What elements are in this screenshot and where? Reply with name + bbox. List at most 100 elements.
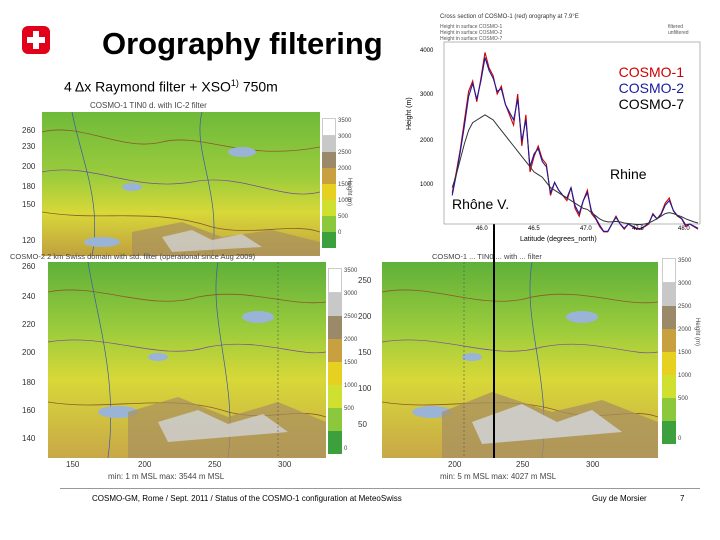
bottom-left-minmax: min: 1 m MSL max: 3544 m MSL <box>108 472 225 481</box>
legend-cosmo-1: COSMO-1 <box>618 64 684 80</box>
cb-tick: 2000 <box>338 166 352 172</box>
footer-rule <box>60 488 700 489</box>
cb-tick: 3000 <box>344 291 358 297</box>
cb-tick: 3500 <box>678 258 692 264</box>
bottom-left-colorbar <box>328 268 342 454</box>
bottom-left-colorbar-ticks: 3500 3000 2500 2000 1500 1000 500 0 <box>344 266 370 456</box>
chart-xtick: 48.0 <box>678 226 690 232</box>
bl-xtick: 150 <box>66 460 80 469</box>
bl-xtick: 300 <box>278 460 292 469</box>
cross-section-line <box>493 210 495 458</box>
tl-ytick: 230 <box>22 142 36 151</box>
subtitle-footnote-marker: 1) <box>230 78 239 88</box>
bottom-left-orography-map <box>48 262 326 458</box>
chart-title: Cross section of COSMO-1 (red) orography… <box>440 14 579 20</box>
legend-cosmo-2: COSMO-2 <box>618 80 684 96</box>
cb-tick: 2500 <box>338 150 352 156</box>
footer-page-number: 7 <box>680 494 685 503</box>
bl-ytick: 220 <box>22 320 36 329</box>
chart-ytick: 2000 <box>420 138 434 144</box>
chart-xlabel: Latitude (degrees_north) <box>520 236 597 243</box>
chart-xtick: 46.5 <box>528 226 540 232</box>
chart-ylabel: Height (m) <box>406 97 413 130</box>
tl-ytick: 150 <box>22 200 36 209</box>
top-left-map-graphic <box>42 112 320 256</box>
cb-tick: 500 <box>678 396 689 402</box>
top-left-orography-map <box>42 112 320 256</box>
bottom-left-yaxis: 260 240 220 200 180 160 140 <box>22 262 46 458</box>
chart-legend-line: Height in surface COSMO-2 <box>440 30 503 36</box>
cb-tick: 3500 <box>338 118 352 124</box>
bl-ytick: 260 <box>22 262 36 271</box>
cb-tick: 1000 <box>678 373 692 379</box>
bottom-right-map-title: COSMO-1 ... TIN0 ... with ... filter <box>432 252 542 261</box>
cb-tick: 1500 <box>344 360 358 366</box>
bl-ytick: 200 <box>22 348 36 357</box>
bottom-left-map-title: COSMO-2 2 km Swiss domain with std. filt… <box>10 252 256 261</box>
br-ytick: 50 <box>358 420 367 429</box>
bl-xtick: 200 <box>138 460 152 469</box>
br-ytick: 200 <box>358 312 372 321</box>
cb-tick: 1000 <box>338 198 352 204</box>
bottom-right-xaxis: 200 250 300 <box>382 460 658 472</box>
cb-tick: 500 <box>338 214 349 220</box>
br-ytick: 100 <box>358 384 372 393</box>
chart-legend-right: filtered unfiltered <box>668 24 689 36</box>
chart-legend-small: Height in surface COSMO-1 Height in surf… <box>440 24 502 42</box>
bottom-right-colorbar-label: Height (m) <box>694 318 700 347</box>
chart-ytick: 1000 <box>420 182 434 188</box>
top-left-colorbar-ticks: 3500 3000 2500 2000 1500 1000 500 0 <box>338 116 362 248</box>
tl-ytick: 120 <box>22 236 36 245</box>
cb-tick: 1000 <box>344 383 358 389</box>
cb-tick: 3000 <box>338 134 352 140</box>
cb-tick: 2500 <box>344 314 358 320</box>
cross-section-series-group <box>451 52 699 233</box>
br-xtick: 200 <box>448 460 462 469</box>
slide-title: Orography filtering <box>102 26 383 61</box>
chart-ytick: 3000 <box>420 92 434 98</box>
chart-xtick: 47.0 <box>580 226 592 232</box>
subtitle-main: 4 Δx Raymond filter + XSO <box>64 78 231 95</box>
cb-tick: 1500 <box>338 182 352 188</box>
top-left-yaxis: 260 230 200 180 150 120 <box>22 112 40 256</box>
br-xtick: 250 <box>516 460 530 469</box>
cb-tick: 2000 <box>344 337 358 343</box>
subtitle-tail: 750m <box>238 78 278 95</box>
bl-xtick: 250 <box>208 460 222 469</box>
bottom-right-minmax: min: 5 m MSL max: 4027 m MSL <box>440 472 557 481</box>
cb-tick: 0 <box>678 436 682 442</box>
chart-legend-line: Height in surface COSMO-1 <box>440 24 503 30</box>
chart-xtick: 47.5 <box>632 226 644 232</box>
br-ytick: 150 <box>358 348 372 357</box>
br-ytick: 250 <box>358 276 372 285</box>
cross-section-chart: Cross section of COSMO-1 (red) orography… <box>400 10 716 250</box>
cb-tick: 2500 <box>678 304 692 310</box>
bl-ytick: 240 <box>22 292 36 301</box>
tl-ytick: 260 <box>22 126 36 135</box>
cb-tick: 500 <box>344 406 355 412</box>
cb-tick: 0 <box>344 446 348 452</box>
bottom-right-colorbar-ticks: 3500 3000 2500 2000 1500 1000 500 0 <box>678 256 704 446</box>
footer-author: Guy de Morsier <box>592 494 647 503</box>
bottom-left-map-graphic <box>48 262 326 458</box>
top-left-colorbar <box>322 118 336 248</box>
swiss-cross-logo <box>22 26 50 54</box>
top-left-colorbar-label: Height (m) <box>346 178 352 207</box>
chart-xtick: 46.0 <box>476 226 488 232</box>
tl-ytick: 200 <box>22 162 36 171</box>
tl-ytick: 180 <box>22 182 36 191</box>
rhone-valley-label: Rhône V. <box>452 196 510 212</box>
bottom-right-map-graphic <box>382 262 658 458</box>
bottom-right-yaxis: 250 200 150 100 50 <box>358 262 380 458</box>
slide-subtitle: 4 Δx Raymond filter + XSO1) 750m <box>64 78 278 95</box>
cb-tick: 0 <box>338 230 342 236</box>
bottom-left-xaxis: 150 200 250 300 <box>48 460 326 472</box>
bl-ytick: 140 <box>22 434 36 443</box>
series-cosmo-7 <box>451 114 699 225</box>
bottom-right-colorbar <box>662 258 676 444</box>
model-legend: COSMO-1 COSMO-2 COSMO-7 <box>580 64 684 112</box>
bottom-right-orography-map <box>382 262 658 458</box>
legend-cosmo-7: COSMO-7 <box>618 96 684 112</box>
cb-tick: 2000 <box>678 327 692 333</box>
cross-section-plot <box>443 41 701 233</box>
